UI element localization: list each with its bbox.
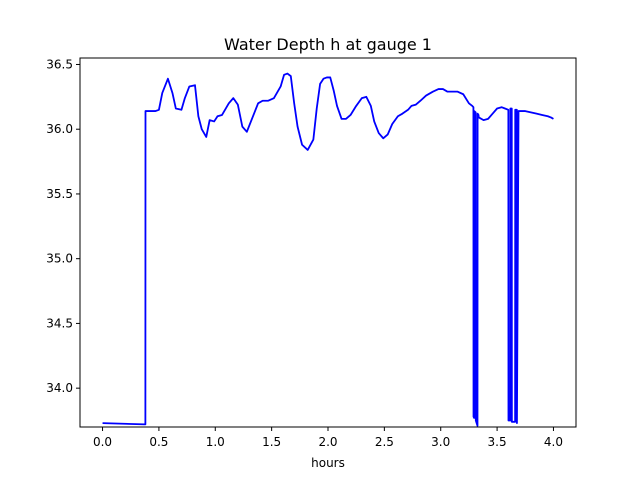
plot-area [102, 72, 554, 427]
x-tick-label: 0.0 [93, 435, 112, 449]
y-axis-ticks: 34.0 34.5 35.0 35.5 36.0 36.5 [46, 57, 80, 395]
axes-frame [79, 57, 577, 428]
y-tick-label: 34.5 [46, 316, 73, 330]
x-tick-label: 3.5 [488, 435, 507, 449]
x-axis-ticks: 0.0 0.5 1.0 1.5 2.0 2.5 3.0 3.5 4.0 [93, 427, 563, 449]
x-tick-label: 0.5 [149, 435, 168, 449]
x-axis-label: hours [311, 456, 345, 470]
y-tick-label: 36.0 [46, 122, 73, 136]
x-tick-label: 2.5 [375, 435, 394, 449]
series-line-0 [102, 72, 554, 427]
y-tick-label: 35.0 [46, 252, 73, 266]
chart-title: Water Depth h at gauge 1 [224, 35, 432, 54]
x-tick-label: 4.0 [544, 435, 563, 449]
y-tick-label: 34.0 [46, 381, 73, 395]
x-tick-label: 3.0 [431, 435, 450, 449]
y-tick-label: 35.5 [46, 187, 73, 201]
x-tick-label: 1.0 [206, 435, 225, 449]
x-tick-label: 2.0 [318, 435, 337, 449]
y-tick-label: 36.5 [46, 57, 73, 71]
x-tick-label: 1.5 [262, 435, 281, 449]
